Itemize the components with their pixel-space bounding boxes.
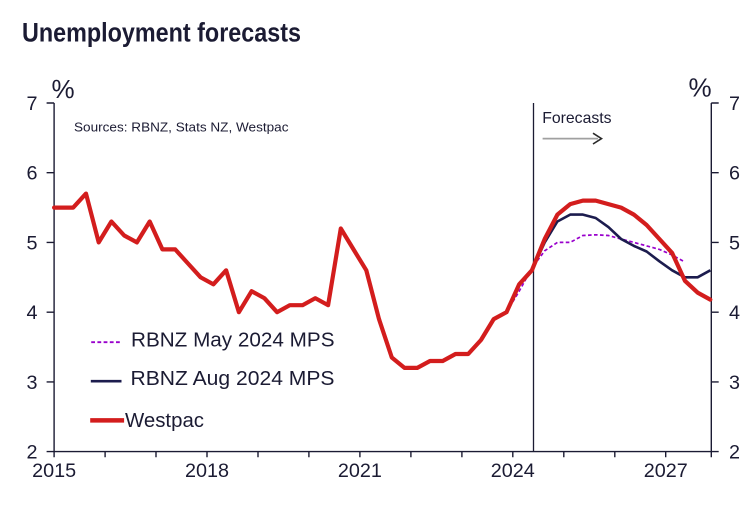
svg-text:RBNZ May 2024 MPS: RBNZ May 2024 MPS — [131, 330, 335, 352]
svg-text:2027: 2027 — [644, 460, 688, 482]
svg-text:7: 7 — [729, 93, 740, 115]
svg-text:Westpac: Westpac — [125, 410, 204, 432]
svg-text:6: 6 — [729, 163, 740, 185]
svg-text:%: % — [689, 73, 712, 103]
svg-text:2015: 2015 — [32, 460, 76, 482]
svg-text:3: 3 — [26, 372, 37, 394]
svg-text:2: 2 — [729, 442, 740, 464]
svg-text:Unemployment forecasts: Unemployment forecasts — [22, 17, 301, 47]
svg-text:2024: 2024 — [491, 460, 535, 482]
svg-text:RBNZ Aug 2024 MPS: RBNZ Aug 2024 MPS — [131, 368, 335, 390]
svg-text:4: 4 — [729, 302, 740, 324]
svg-text:7: 7 — [26, 93, 37, 115]
svg-text:2018: 2018 — [185, 460, 229, 482]
svg-text:%: % — [52, 74, 75, 104]
svg-text:6: 6 — [26, 163, 37, 185]
svg-text:Sources: RBNZ, Stats NZ, Westp: Sources: RBNZ, Stats NZ, Westpac — [74, 120, 289, 135]
svg-text:2021: 2021 — [338, 460, 382, 482]
svg-text:2: 2 — [26, 442, 37, 464]
svg-text:5: 5 — [26, 232, 37, 254]
svg-text:5: 5 — [729, 232, 740, 254]
svg-text:4: 4 — [26, 302, 37, 324]
svg-text:Forecasts: Forecasts — [542, 110, 611, 127]
svg-text:3: 3 — [729, 372, 740, 394]
